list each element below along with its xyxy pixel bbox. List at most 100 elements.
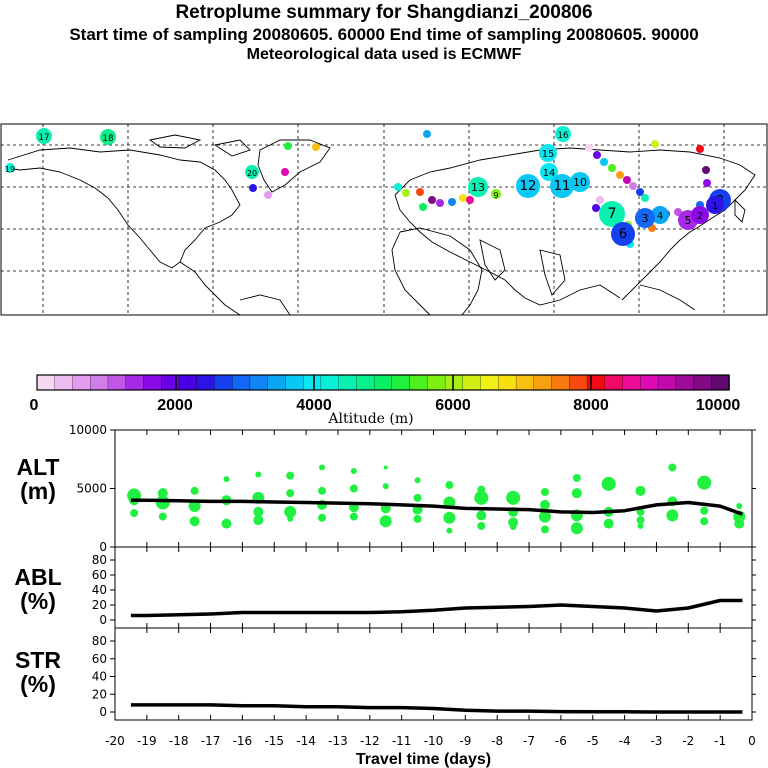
panel-frame — [114, 429, 753, 548]
altitude-point — [287, 515, 294, 522]
colorbar: 0 2000 4000 6000 8000 10000 Altitude (m) — [30, 374, 741, 427]
trail-marker — [600, 158, 608, 166]
trajectory-marker-label: 19 — [5, 165, 15, 174]
colorbar-cells — [36, 374, 730, 391]
altitude-point — [506, 490, 521, 505]
colorbar-cell — [604, 374, 624, 391]
altitude-point — [158, 512, 167, 521]
trail-marker — [592, 204, 600, 212]
trajectory-marker — [245, 165, 259, 179]
colorbar-cell — [480, 374, 500, 391]
y-tick-label: 5000 — [76, 482, 107, 496]
y-tick-label: 80 — [92, 634, 107, 648]
trajectory-marker-label: 5 — [685, 214, 692, 227]
altitude-point — [540, 525, 549, 534]
altitude-point — [190, 486, 199, 495]
x-tick-label: -4 — [619, 734, 631, 748]
trajectory-marker — [468, 177, 488, 197]
x-tick-label: -8 — [491, 734, 503, 748]
map-gridlines — [1, 124, 767, 315]
altitude-point — [155, 495, 170, 510]
altitude-point — [477, 521, 486, 530]
trail-marker — [459, 194, 467, 202]
trail-marker — [312, 143, 320, 151]
trajectory-marker-label: 12 — [520, 179, 537, 194]
altitude-point — [413, 493, 422, 502]
colorbar-cell — [515, 374, 535, 391]
trajectory-marker — [599, 201, 625, 227]
trail-marker — [585, 144, 593, 152]
colorbar-cell — [232, 374, 251, 391]
altitude-point — [697, 475, 712, 490]
colorbar-cell — [427, 374, 446, 391]
altitude-point — [508, 517, 519, 528]
altitude-point — [157, 488, 168, 499]
x-axis-label: Travel time (days) — [356, 751, 491, 768]
x-tick-label: -1 — [714, 734, 726, 748]
x-tick-label: -7 — [523, 734, 535, 748]
altitude-point — [349, 484, 358, 493]
altitude-point — [253, 515, 264, 526]
colorbar-cell — [249, 374, 269, 391]
colorbar-cell — [622, 374, 642, 391]
trajectory-marker — [36, 128, 52, 144]
trajectory-marker — [516, 174, 540, 198]
trail-marker — [419, 203, 427, 211]
trail-marker — [593, 151, 601, 159]
altitude-point — [130, 509, 139, 518]
colorbar-tick-label: 10000 — [696, 397, 741, 414]
trajectory-marker-label: 11 — [554, 179, 571, 194]
trail-marker — [249, 184, 257, 192]
met-data-line: Meteorological data used is ECMWF — [246, 46, 522, 63]
colorbar-cell — [551, 374, 571, 391]
x-tick-label: -20 — [105, 734, 125, 748]
trajectory-marker-label: 20 — [247, 169, 257, 178]
altitude-point — [253, 506, 264, 517]
trajectory-marker-label: 9 — [493, 191, 498, 200]
altitude-point — [221, 518, 232, 529]
altitude-point — [414, 477, 421, 484]
time-series-panels: 0500010000ALT(m)020406080ABL(%)020406080… — [14, 423, 756, 768]
panel-ylabel: (m) — [20, 478, 56, 504]
y-tick-label: 80 — [92, 553, 107, 567]
altitude-point — [382, 483, 389, 490]
colorbar-cell — [693, 374, 713, 391]
altitude-point — [383, 465, 388, 470]
y-tick-label: 20 — [92, 598, 107, 612]
altitude-point — [635, 485, 646, 496]
colorbar-cell — [462, 374, 482, 391]
trajectory-marker-label: 14 — [543, 168, 556, 179]
trail-marker — [416, 188, 424, 196]
colorbar-cell — [214, 374, 233, 391]
altitude-point — [538, 510, 551, 523]
trajectory-marker — [651, 206, 669, 224]
trajectory-marker-label: 4 — [657, 211, 663, 222]
altitude-point — [668, 463, 677, 472]
trail-marker — [641, 194, 649, 202]
trajectory-marker — [550, 174, 574, 198]
trail-marker — [284, 142, 292, 150]
y-tick-label: 0 — [99, 540, 107, 554]
trajectory-marker-label: 15 — [542, 149, 555, 160]
colorbar-cell — [54, 374, 74, 391]
x-tick-label: -9 — [459, 734, 471, 748]
altitude-point — [379, 515, 392, 528]
series-line — [130, 598, 743, 618]
panel-0: 0 5000 10000 ALT(m) — [16, 423, 756, 554]
altitude-point — [255, 471, 262, 478]
colorbar-cell — [161, 374, 180, 391]
trail-marker — [623, 176, 631, 184]
trail-marker — [703, 179, 711, 187]
trail-marker — [696, 145, 704, 153]
altitude-point — [637, 522, 644, 529]
altitude-point — [603, 518, 614, 529]
trajectory-marker-label: 13 — [471, 181, 485, 194]
trail-marker — [616, 171, 624, 179]
trajectory-marker-label: 10 — [573, 176, 587, 189]
world-map: 1718161514131211109876543212019 — [0, 123, 768, 316]
colorbar-cell — [409, 374, 429, 391]
colorbar-cell — [303, 374, 322, 391]
trail-marker — [281, 168, 289, 176]
trajectory-marker-label: 3 — [642, 212, 649, 225]
